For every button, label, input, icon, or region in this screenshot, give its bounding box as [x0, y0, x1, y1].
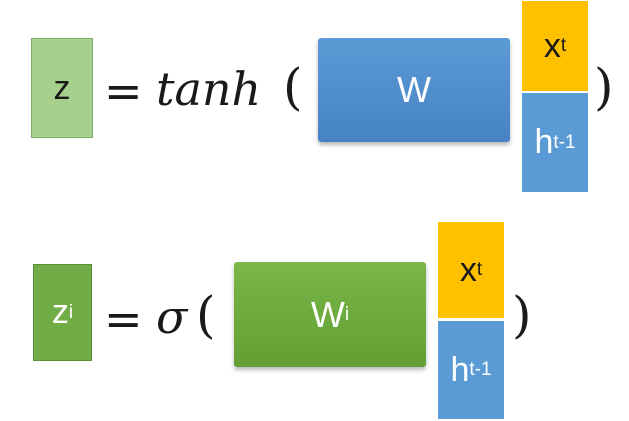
equals-sign: =	[104, 292, 143, 346]
z-output-box: z	[31, 38, 93, 138]
function-tanh: tanh	[156, 62, 262, 116]
close-parenthesis: )	[594, 58, 614, 116]
h-label: h	[534, 123, 554, 161]
zi-label: z	[51, 293, 69, 331]
hidden-vector-h: h t-1	[438, 321, 504, 419]
open-parenthesis: (	[283, 58, 303, 116]
equals-sign: =	[104, 64, 143, 118]
close-parenthesis: )	[512, 286, 532, 344]
function-sigma: σ	[156, 290, 188, 344]
z-label: z	[53, 68, 71, 107]
x-label: x	[543, 26, 561, 65]
w-label: W	[397, 69, 431, 110]
hidden-vector-h: h t-1	[522, 93, 588, 192]
weight-matrix-w: W	[318, 38, 510, 142]
wi-label: W	[310, 293, 345, 335]
x-label: x	[459, 250, 477, 289]
h-label: h	[450, 350, 470, 389]
open-parenthesis: (	[196, 286, 216, 344]
